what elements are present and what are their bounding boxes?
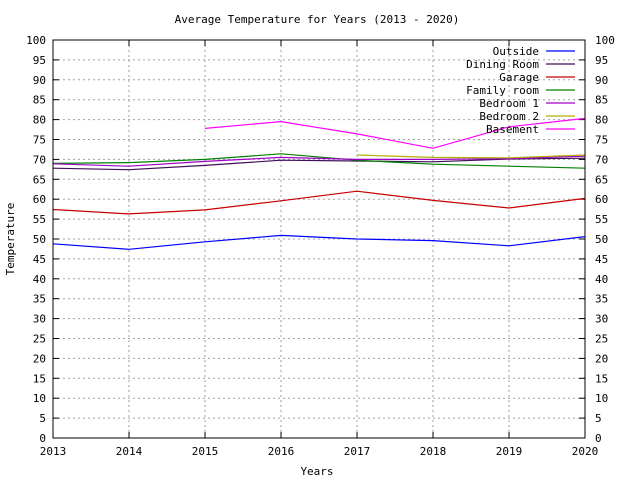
x-tick-label: 2020 <box>572 445 599 458</box>
y-tick-label: 60 <box>33 193 46 206</box>
y-tick-label: 70 <box>33 153 46 166</box>
y-tick-label-right: 80 <box>595 114 608 127</box>
series-line-outside <box>52 234 586 250</box>
y-tick-label: 0 <box>39 432 46 445</box>
x-tick-label: 2018 <box>420 445 447 458</box>
y-tick-label-right: 30 <box>595 313 608 326</box>
y-tick-label-right: 35 <box>595 293 608 306</box>
chart-title: Average Temperature for Years (2013 - 20… <box>175 13 460 26</box>
y-tick-label: 100 <box>26 34 46 47</box>
x-tick-label: 2016 <box>268 445 295 458</box>
series-lines <box>52 117 586 250</box>
legend-label-dining-room: Dining Room <box>466 58 539 71</box>
y-tick-label: 40 <box>33 273 46 286</box>
legend-label-bedroom-2: Bedroom 2 <box>479 110 539 123</box>
y-tick-label: 15 <box>33 372 46 385</box>
y-tick-label: 25 <box>33 333 46 346</box>
y-tick-label-right: 85 <box>595 94 608 107</box>
series-line-basement <box>204 117 586 149</box>
series-line-bedroom-1 <box>52 155 586 167</box>
y-tick-label: 35 <box>33 293 46 306</box>
y-tick-label: 95 <box>33 54 46 67</box>
y-tick-label: 30 <box>33 313 46 326</box>
series-line-family-room <box>52 153 586 169</box>
legend-label-family-room: Family room <box>466 84 539 97</box>
y-tick-label: 90 <box>33 74 46 87</box>
grid <box>53 40 585 438</box>
y-tick-label: 80 <box>33 114 46 127</box>
legend-label-bedroom-1: Bedroom 1 <box>479 97 539 110</box>
y-tick-label: 45 <box>33 253 46 266</box>
y-tick-label-right: 5 <box>595 412 602 425</box>
x-tick-label: 2013 <box>40 445 67 458</box>
series-line-dining-room <box>52 157 586 171</box>
y-tick-label-right: 40 <box>595 273 608 286</box>
y-tick-label-right: 95 <box>595 54 608 67</box>
y-tick-label: 85 <box>33 94 46 107</box>
y-tick-label-right: 0 <box>595 432 602 445</box>
y-tick-label: 10 <box>33 392 46 405</box>
legend-label-basement: Basement <box>486 123 539 136</box>
y-tick-label-right: 15 <box>595 372 608 385</box>
y-tick-label-right: 20 <box>595 352 608 365</box>
x-tick-label: 2019 <box>496 445 523 458</box>
y-tick-label: 20 <box>33 352 46 365</box>
y-tick-label: 75 <box>33 134 46 147</box>
y-tick-label: 55 <box>33 213 46 226</box>
series-line-garage <box>52 190 586 215</box>
y-tick-label-right: 70 <box>595 153 608 166</box>
x-tick-label: 2015 <box>192 445 219 458</box>
y-tick-label-right: 10 <box>595 392 608 405</box>
y-tick-label-right: 45 <box>595 253 608 266</box>
y-tick-label-right: 100 <box>595 34 615 47</box>
series-line-bedroom-2 <box>356 154 586 159</box>
y-tick-label: 5 <box>39 412 46 425</box>
y-tick-label-right: 25 <box>595 333 608 346</box>
x-axis-label: Years <box>300 465 333 478</box>
plot-frame <box>52 39 586 439</box>
y-tick-label-right: 55 <box>595 213 608 226</box>
y-tick-label-right: 50 <box>595 233 608 246</box>
x-tick-label: 2014 <box>116 445 143 458</box>
legend-label-garage: Garage <box>499 71 539 84</box>
y-tick-label-right: 90 <box>595 74 608 87</box>
y-axis-label: Temperature <box>4 203 17 276</box>
y-tick-label: 65 <box>33 173 46 186</box>
y-tick-label-right: 75 <box>595 134 608 147</box>
legend-label-outside: Outside <box>493 45 539 58</box>
y-tick-label-right: 65 <box>595 173 608 186</box>
x-tick-label: 2017 <box>344 445 371 458</box>
y-tick-label: 50 <box>33 233 46 246</box>
y-tick-label-right: 60 <box>595 193 608 206</box>
